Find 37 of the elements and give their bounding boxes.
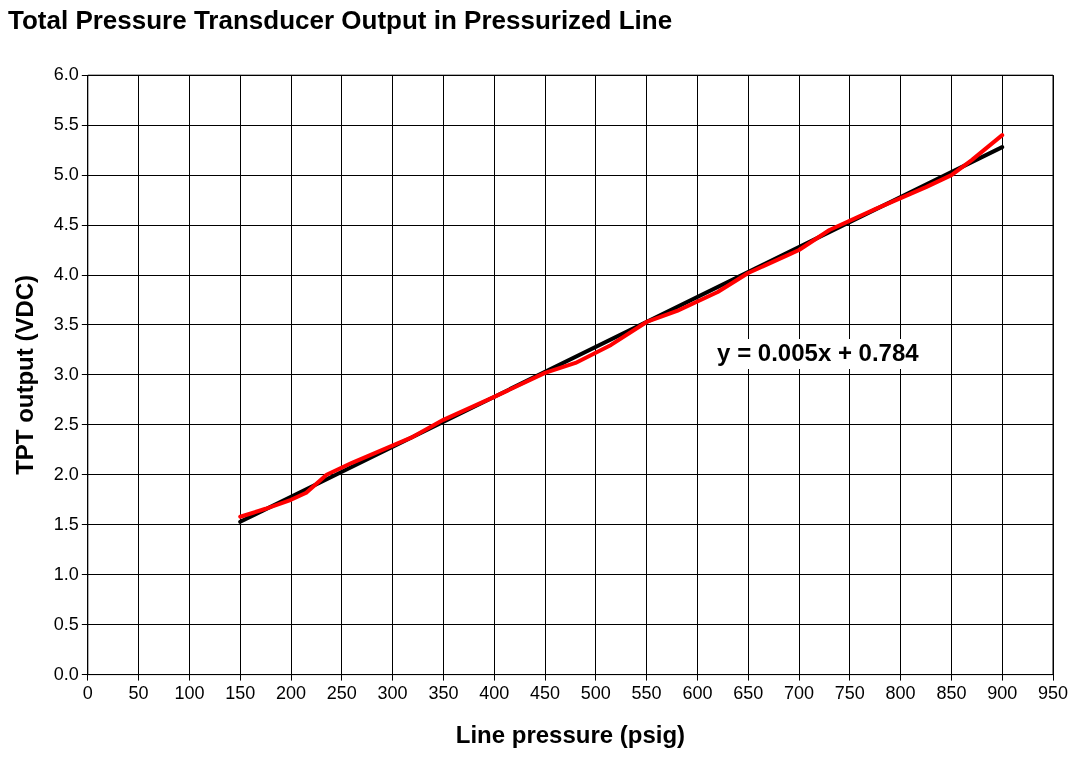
x-tick-label: 300: [377, 683, 408, 704]
x-tick-label: 400: [479, 683, 510, 704]
y-tick-label: 5.5: [53, 114, 79, 135]
x-tick-label: 150: [225, 683, 256, 704]
x-tick-label: 950: [1037, 683, 1069, 704]
y-tick-label: 6.0: [53, 64, 79, 85]
x-tick-label: 800: [885, 683, 916, 704]
y-tick-label: 2.0: [53, 463, 79, 484]
y-tick-label: 3.0: [53, 363, 79, 384]
x-tick-label: 350: [428, 683, 459, 704]
x-tick-label: 450: [529, 683, 561, 704]
x-axis-title: Line pressure (psig): [455, 721, 686, 749]
y-tick-label: 0.5: [53, 613, 79, 634]
y-tick-label: 1.5: [53, 513, 79, 534]
chart-title: Total Pressure Transducer Output in Pressurized Line: [8, 4, 673, 35]
x-tick-label: 100: [174, 683, 205, 704]
x-tick-label: 200: [275, 683, 307, 704]
x-tick-label: 700: [783, 683, 815, 704]
y-tick-label: 4.0: [53, 263, 79, 284]
x-tick-label: 650: [733, 683, 764, 704]
y-tick-label: 0.0: [53, 663, 79, 684]
y-tick-label: 2.5: [53, 413, 79, 434]
y-tick-label: 3.5: [53, 313, 79, 334]
y-tick-label: 5.0: [53, 164, 79, 185]
x-tick-label: 50: [128, 683, 149, 704]
x-tick-label: 600: [682, 683, 713, 704]
x-tick-label: 550: [631, 683, 662, 704]
annotation: y = 0.005x + 0.784: [717, 338, 920, 366]
x-tick-label: 0: [82, 683, 93, 704]
y-axis-title: TPT output (VDC): [11, 274, 39, 475]
y-tick-label: 1.0: [53, 563, 79, 584]
x-tick-label: 250: [326, 683, 357, 704]
x-tick-label: 900: [987, 683, 1018, 704]
y-tick-label: 4.5: [53, 214, 79, 235]
x-tick-label: 750: [834, 683, 865, 704]
x-tick-label: 500: [580, 683, 611, 704]
x-tick-label: 850: [936, 683, 967, 704]
